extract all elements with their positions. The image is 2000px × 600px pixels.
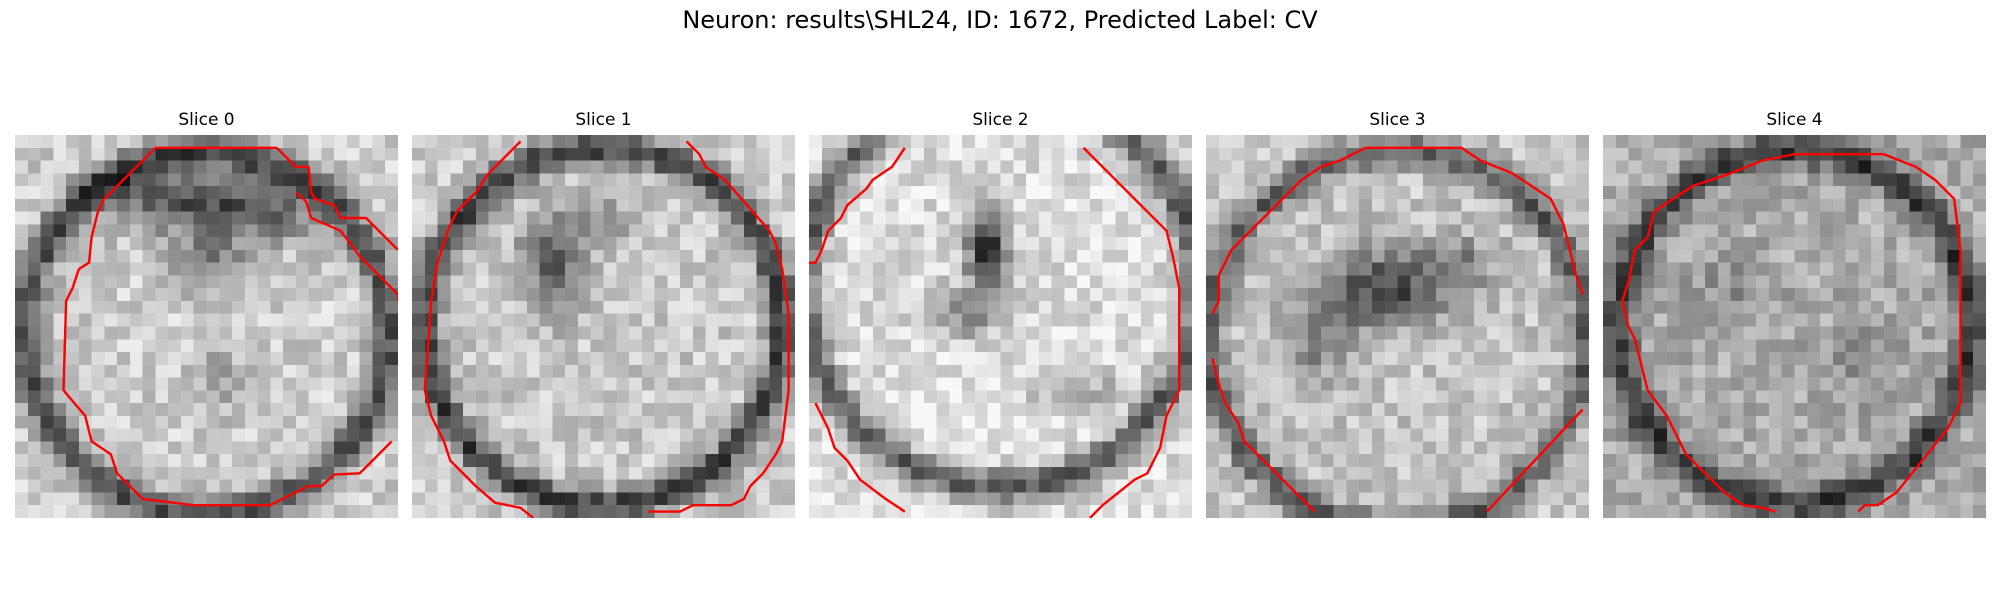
slice-panel-0: Slice 0 — [15, 110, 398, 520]
segmentation-outline — [193, 440, 393, 507]
segmentation-outline — [1211, 358, 1316, 513]
slice-panel-2: Slice 2 — [809, 110, 1192, 520]
slice-title: Slice 2 — [972, 110, 1029, 130]
segmentation-outline — [423, 140, 535, 518]
segmentation-outline — [155, 146, 398, 251]
segmentation-outline — [648, 140, 790, 513]
slice-panel-3: Slice 3 — [1206, 110, 1589, 520]
slice-panel-1: Slice 1 — [412, 110, 795, 520]
slice-image — [809, 135, 1192, 518]
segmentation-outline — [1365, 146, 1584, 295]
micrograph-image — [1206, 135, 1589, 518]
segmentation-outline — [62, 146, 194, 507]
micrograph-image — [1603, 135, 1986, 518]
segmentation-outline — [1486, 408, 1584, 513]
segmentation-outline — [1082, 146, 1181, 518]
slice-title: Slice 3 — [1369, 110, 1426, 130]
figure-title: Neuron: results\SHL24, ID: 1672, Predict… — [682, 6, 1318, 34]
micrograph-image — [809, 135, 1192, 518]
slice-title: Slice 4 — [1766, 110, 1823, 130]
segmentation-outline — [295, 191, 398, 296]
slice-title: Slice 1 — [575, 110, 632, 130]
slice-image — [15, 135, 398, 518]
segmentation-outline — [814, 402, 906, 513]
slice-image — [412, 135, 795, 518]
micrograph-image — [412, 135, 795, 518]
slice-title: Slice 0 — [178, 110, 235, 130]
slice-image — [1603, 135, 1986, 518]
slice-image — [1206, 135, 1589, 518]
micrograph-image — [15, 135, 398, 518]
segmentation-outline — [1211, 146, 1367, 315]
segmentation-outline — [809, 147, 906, 264]
slice-panel-4: Slice 4 — [1603, 110, 1986, 520]
segmentation-outline — [1672, 153, 1962, 513]
segmentation-outline — [1621, 197, 1776, 513]
